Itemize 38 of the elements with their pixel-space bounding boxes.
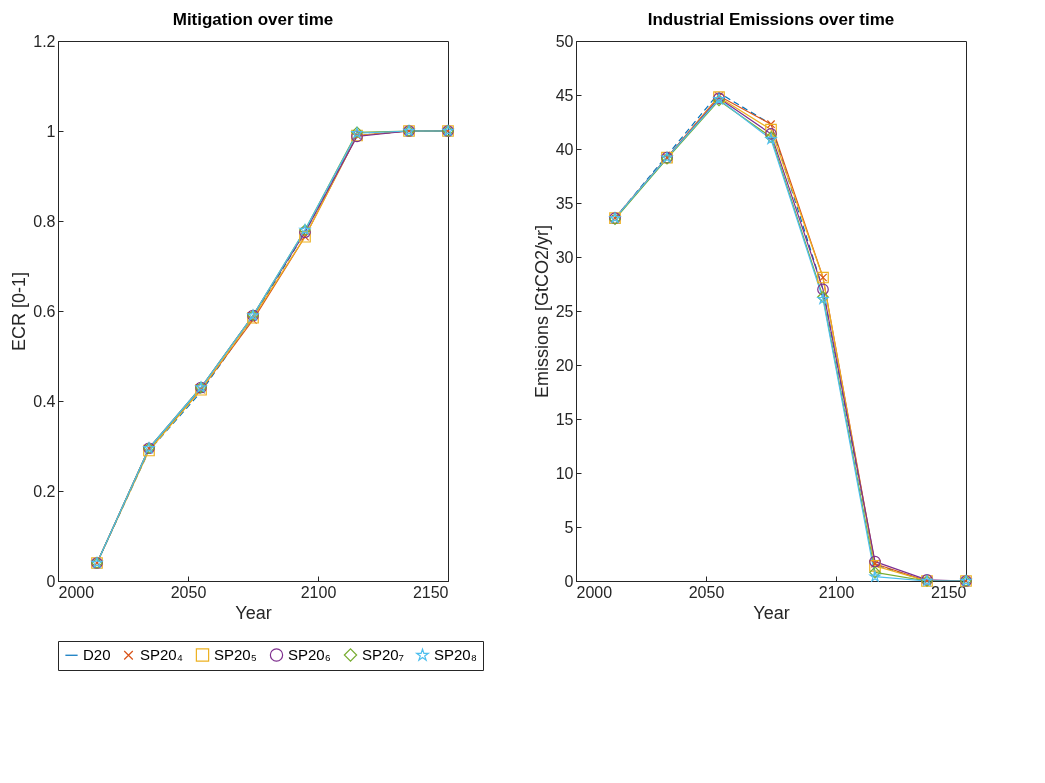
x-tick-label: 2150 — [412, 583, 449, 601]
legend-label: SP20₆ — [288, 645, 331, 663]
y-tick-label: 0.4 — [33, 392, 56, 410]
x-tick-label: 2150 — [930, 583, 967, 601]
y-tick-label: 0.6 — [33, 302, 56, 320]
y-tick-label: 10 — [555, 464, 574, 482]
y-tick-label: 15 — [555, 410, 574, 428]
y-tick-label: 5 — [564, 518, 574, 536]
y-axis-title: ECR [0-1] — [9, 271, 30, 352]
legend-label: SP20₈ — [434, 646, 477, 664]
x-tick-label: 2100 — [818, 583, 855, 601]
x-tick-label: 2050 — [170, 583, 207, 601]
y-tick-label: 25 — [555, 302, 574, 320]
x-tick-label: 2100 — [300, 583, 337, 601]
chart-title: Mitigation over time — [172, 10, 334, 29]
y-tick-label: 20 — [555, 356, 574, 374]
chart-title: Industrial Emissions over time — [647, 10, 895, 29]
legend-label: SP20₄ — [140, 646, 183, 664]
y-tick-label: 30 — [555, 248, 574, 266]
legend-label: D20 — [83, 646, 111, 664]
y-tick-label: 50 — [555, 32, 574, 50]
y-tick-label: 0 — [564, 572, 574, 590]
y-tick-label: 40 — [555, 140, 574, 158]
legend-label: SP20₇ — [362, 645, 404, 663]
y-tick-label: 45 — [555, 86, 574, 104]
y-tick-label: 0.8 — [33, 212, 56, 230]
x-axis-title: Year — [753, 602, 790, 623]
legend-label: SP20₅ — [214, 645, 257, 663]
x-tick-label: 2000 — [576, 583, 613, 601]
y-tick-label: 0 — [46, 572, 56, 590]
y-axis-title: Emissions [GtCO2/yr] — [531, 224, 552, 399]
y-tick-label: 1 — [46, 122, 56, 140]
x-axis-title: Year — [235, 602, 272, 623]
x-tick-label: 2000 — [58, 583, 95, 601]
x-tick-label: 2050 — [688, 583, 725, 601]
y-tick-label: 0.2 — [33, 482, 56, 500]
y-tick-label: 35 — [555, 194, 574, 212]
y-tick-label: 1.2 — [33, 32, 56, 50]
